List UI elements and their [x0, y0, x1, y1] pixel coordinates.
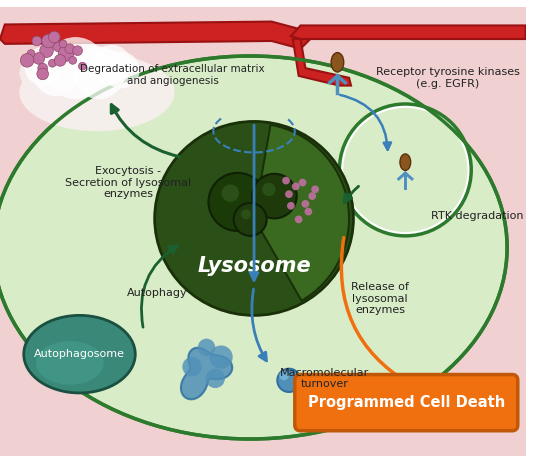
Text: Macromolecular
turnover: Macromolecular turnover [280, 368, 370, 389]
Text: Receptor tyrosine kinases
(e.g. EGFR): Receptor tyrosine kinases (e.g. EGFR) [376, 67, 520, 88]
Circle shape [40, 44, 53, 57]
Circle shape [48, 59, 56, 67]
Circle shape [343, 108, 467, 232]
Wedge shape [254, 125, 349, 300]
Circle shape [285, 190, 293, 198]
Circle shape [69, 56, 76, 64]
Circle shape [54, 55, 66, 66]
Circle shape [91, 45, 132, 86]
Circle shape [27, 50, 35, 57]
Circle shape [282, 177, 290, 184]
Circle shape [301, 200, 309, 208]
Circle shape [198, 338, 215, 356]
Text: Autophagy: Autophagy [127, 288, 188, 298]
Text: Lysosome: Lysosome [197, 256, 311, 276]
Ellipse shape [20, 44, 136, 102]
Circle shape [252, 174, 296, 219]
Circle shape [287, 202, 295, 210]
Circle shape [209, 345, 233, 369]
Circle shape [53, 42, 63, 52]
Text: Release of
lysosomal
enzymes: Release of lysosomal enzymes [351, 282, 409, 315]
Polygon shape [291, 25, 526, 39]
Circle shape [59, 40, 67, 48]
Circle shape [311, 186, 319, 193]
Polygon shape [0, 22, 310, 49]
Circle shape [44, 37, 107, 99]
Polygon shape [0, 7, 526, 456]
Circle shape [79, 63, 86, 70]
Circle shape [278, 369, 301, 392]
FancyBboxPatch shape [295, 375, 518, 431]
Circle shape [295, 215, 302, 223]
Circle shape [48, 31, 60, 43]
Ellipse shape [24, 315, 136, 393]
Circle shape [234, 203, 267, 236]
Circle shape [279, 371, 289, 380]
Circle shape [182, 357, 202, 376]
Ellipse shape [154, 121, 353, 315]
Text: Degradation of extracellular matrix
and angiogenesis: Degradation of extracellular matrix and … [80, 64, 265, 86]
Circle shape [339, 104, 471, 236]
Circle shape [299, 179, 306, 187]
Circle shape [42, 34, 55, 48]
Circle shape [305, 208, 312, 215]
Circle shape [292, 182, 300, 190]
Circle shape [209, 173, 267, 231]
Circle shape [58, 46, 74, 61]
Circle shape [24, 47, 63, 86]
Ellipse shape [36, 341, 104, 385]
Circle shape [262, 183, 275, 196]
Circle shape [38, 63, 48, 73]
Circle shape [33, 53, 44, 64]
Text: Exocytosis -
Secretion of lysosomal
enzymes: Exocytosis - Secretion of lysosomal enzy… [65, 166, 191, 199]
Polygon shape [181, 348, 232, 399]
Circle shape [308, 192, 316, 200]
Text: Programmed Cell Death: Programmed Cell Death [308, 395, 505, 410]
Text: Autophagosome: Autophagosome [34, 349, 125, 359]
Ellipse shape [331, 53, 344, 72]
Circle shape [73, 47, 125, 99]
Polygon shape [293, 39, 351, 86]
Circle shape [32, 36, 42, 46]
Circle shape [65, 44, 75, 54]
Circle shape [37, 68, 48, 80]
Circle shape [241, 209, 251, 219]
Ellipse shape [20, 54, 175, 131]
Circle shape [21, 54, 34, 67]
Ellipse shape [400, 154, 411, 170]
Circle shape [33, 50, 80, 96]
Circle shape [103, 52, 140, 88]
Circle shape [73, 46, 82, 56]
Circle shape [205, 369, 225, 388]
Ellipse shape [0, 56, 507, 439]
Circle shape [222, 184, 239, 202]
Text: RTK degradation: RTK degradation [431, 211, 524, 220]
